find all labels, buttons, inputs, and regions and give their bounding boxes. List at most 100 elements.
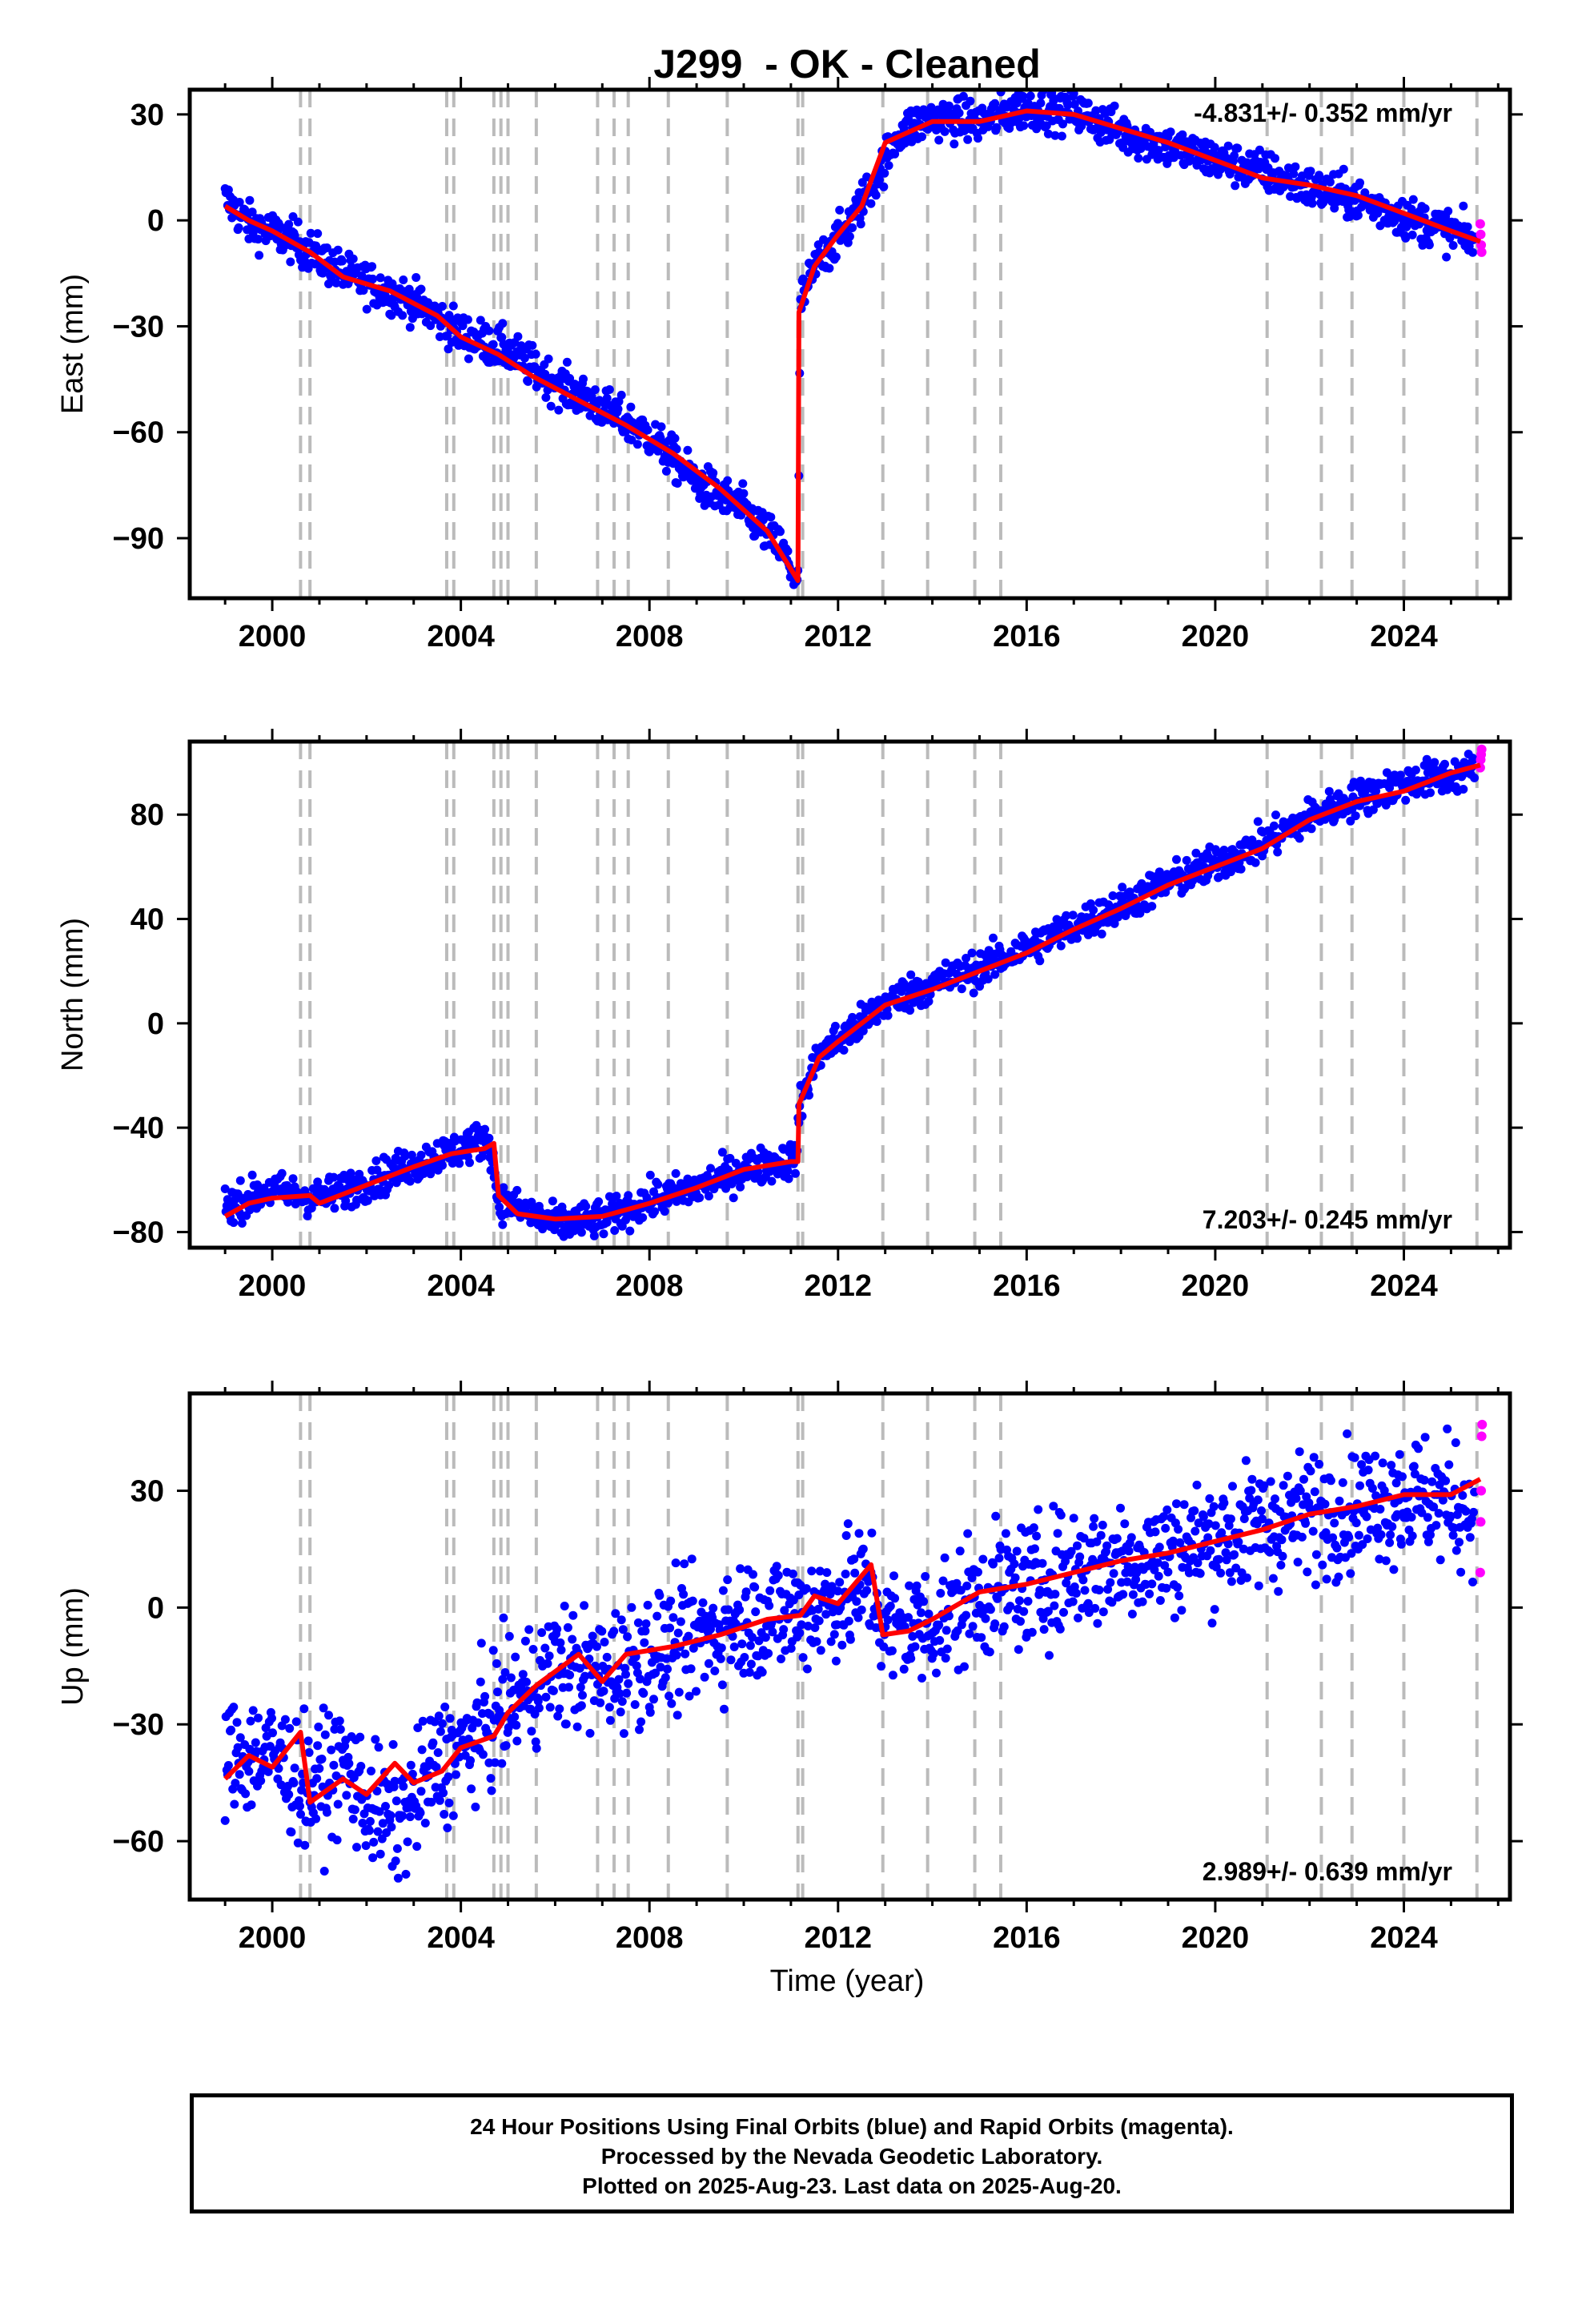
final-orbit-point: [883, 1011, 893, 1020]
final-orbit-point: [387, 1822, 396, 1831]
final-orbit-point: [604, 1703, 614, 1712]
final-orbit-point: [1030, 1544, 1039, 1554]
final-orbit-point: [1190, 1506, 1199, 1515]
final-orbit-point: [1191, 1526, 1200, 1536]
final-orbit-point: [880, 168, 889, 178]
final-orbit-point: [1026, 91, 1035, 101]
final-orbit-point: [1291, 1494, 1301, 1503]
final-orbit-point: [356, 1762, 366, 1771]
final-orbit-point: [1050, 1590, 1060, 1599]
final-orbit-point: [852, 1597, 861, 1606]
final-orbit-point: [966, 96, 975, 106]
final-orbit-point: [1346, 1569, 1355, 1578]
final-orbits-series: [220, 90, 1480, 589]
final-orbit-point: [1423, 1513, 1432, 1522]
final-orbit-point: [1310, 1487, 1319, 1497]
final-orbit-point: [352, 1843, 361, 1852]
final-orbit-point: [480, 1691, 490, 1701]
final-orbit-point: [1228, 1482, 1237, 1491]
final-orbit-point: [1179, 1500, 1189, 1510]
final-orbit-point: [857, 1605, 866, 1614]
final-orbit-point: [1279, 1481, 1288, 1490]
final-orbit-point: [512, 1720, 521, 1730]
final-orbit-point: [287, 1827, 296, 1837]
final-orbit-point: [403, 1837, 412, 1847]
final-orbit-point: [862, 1586, 872, 1595]
final-orbit-point: [426, 321, 436, 331]
final-orbit-point: [605, 1715, 615, 1725]
final-orbit-point: [810, 1623, 820, 1632]
final-orbit-point: [1230, 1550, 1239, 1559]
final-orbit-point: [285, 1723, 295, 1733]
x-tick-label: 2004: [427, 1921, 495, 1955]
final-orbit-point: [645, 1707, 655, 1717]
final-orbit-point: [388, 1739, 398, 1749]
final-orbit-point: [289, 1778, 299, 1787]
final-orbit-point: [1395, 1449, 1404, 1459]
x-tick-label: 2004: [427, 620, 495, 653]
final-orbit-point: [624, 1679, 633, 1688]
y-tick-label: 30: [130, 99, 164, 132]
final-orbit-point: [1385, 1538, 1395, 1547]
final-orbit-point: [1199, 1512, 1208, 1522]
final-orbit-point: [957, 984, 966, 994]
final-orbit-point: [1443, 785, 1452, 794]
final-orbit-point: [1227, 1577, 1236, 1586]
final-orbit-point: [1155, 1596, 1165, 1605]
final-orbit-point: [822, 1568, 832, 1578]
final-orbit-point: [445, 1714, 455, 1723]
final-orbit-point: [232, 1718, 242, 1727]
final-orbit-point: [364, 1826, 374, 1835]
final-orbit-point: [1104, 900, 1114, 910]
final-orbit-point: [1395, 770, 1405, 780]
final-orbit-point: [440, 1810, 449, 1819]
final-orbit-point: [322, 1807, 331, 1817]
final-orbit-point: [645, 1170, 655, 1180]
final-orbit-point: [938, 1576, 948, 1586]
final-orbit-point: [890, 1594, 900, 1603]
final-orbit-point: [440, 1703, 450, 1711]
final-orbit-point: [1355, 1481, 1364, 1490]
final-orbit-point: [745, 1641, 755, 1651]
final-orbit-point: [400, 1152, 410, 1161]
final-orbit-point: [680, 1559, 689, 1569]
final-orbit-point: [1353, 211, 1363, 220]
final-orbit-point: [1271, 1494, 1279, 1504]
final-orbit-point: [664, 1198, 673, 1208]
final-orbit-point: [1268, 1574, 1278, 1583]
final-orbit-point: [341, 1196, 351, 1205]
final-orbit-point: [533, 1696, 543, 1706]
final-orbit-point: [1092, 1537, 1102, 1546]
final-orbit-point: [1078, 1575, 1088, 1585]
final-orbit-point: [986, 1605, 995, 1614]
final-orbit-point: [1283, 1471, 1292, 1481]
final-orbit-point: [783, 1166, 793, 1176]
final-orbit-point: [1254, 1581, 1263, 1590]
final-orbit-point: [885, 1602, 895, 1610]
final-orbit-point: [919, 1597, 929, 1606]
final-orbit-point: [798, 1653, 808, 1663]
final-orbit-point: [766, 513, 776, 522]
final-orbit-point: [723, 476, 733, 485]
final-orbit-point: [1195, 1569, 1205, 1578]
east-panel: 2000 2004 2008 2012 2016 2020 2024 30 0 −30 −60 −90…: [56, 77, 1523, 653]
final-orbit-point: [1424, 240, 1434, 250]
final-orbit-point: [736, 1182, 745, 1192]
final-orbit-point: [1063, 100, 1073, 110]
final-orbit-point: [330, 1204, 339, 1213]
final-orbit-point: [563, 1622, 572, 1632]
final-orbit-point: [1124, 1546, 1134, 1556]
x-tick-label: 2016: [993, 620, 1061, 653]
final-orbit-point: [497, 1759, 507, 1768]
final-orbit-point: [524, 1625, 534, 1634]
final-orbit-point: [256, 1776, 266, 1786]
final-orbit-point: [1410, 1470, 1419, 1479]
final-orbit-point: [829, 1630, 839, 1639]
final-orbit-point: [1001, 1529, 1010, 1538]
final-orbit-point: [884, 161, 893, 171]
final-orbit-point: [398, 1811, 408, 1820]
final-orbit-point: [825, 263, 834, 273]
footer-line-3: Plotted on 2025-Aug-23. Last data on 202…: [582, 2173, 1122, 2198]
final-orbit-point: [751, 1607, 761, 1617]
final-orbit-point: [872, 1017, 881, 1027]
